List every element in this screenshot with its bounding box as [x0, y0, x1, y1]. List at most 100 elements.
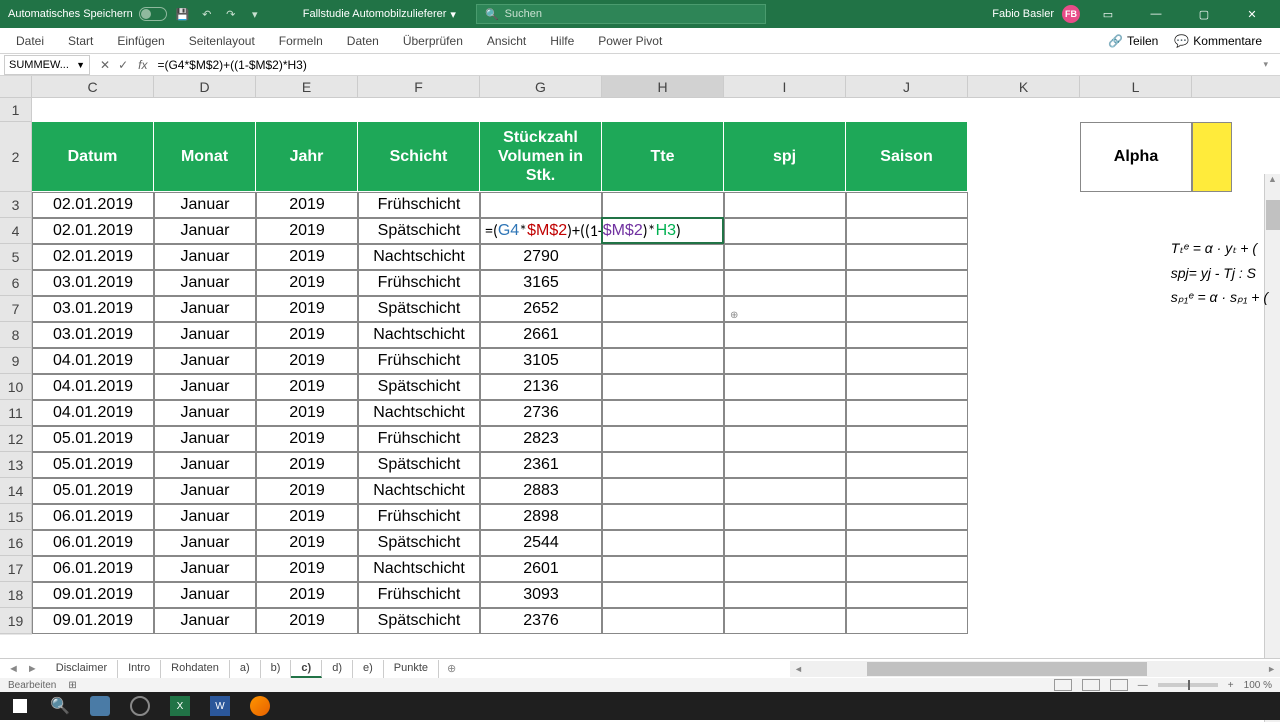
cell-J6[interactable] [846, 270, 968, 296]
col-header-G[interactable]: G [480, 76, 602, 97]
alpha-header-cell[interactable]: Alpha [1080, 122, 1192, 192]
cell-G17[interactable]: 2601 [480, 556, 602, 582]
cell-G13[interactable]: 2361 [480, 452, 602, 478]
cells-area[interactable]: DatumMonatJahrSchichtStückzahl Volumen i… [32, 98, 1280, 635]
cell-J4[interactable] [846, 218, 968, 244]
cell-H14[interactable] [602, 478, 724, 504]
cell-E17[interactable]: 2019 [256, 556, 358, 582]
col-header-F[interactable]: F [358, 76, 480, 97]
cell-D5[interactable]: Januar [154, 244, 256, 270]
cell-F4[interactable]: Spätschicht [358, 218, 480, 244]
minimize-icon[interactable]: ― [1136, 0, 1176, 28]
tab-datei[interactable]: Datei [4, 28, 56, 54]
accessibility-icon[interactable]: ⊞ [68, 680, 76, 691]
cell-J5[interactable] [846, 244, 968, 270]
cell-F9[interactable]: Frühschicht [358, 348, 480, 374]
cell-C9[interactable]: 04.01.2019 [32, 348, 154, 374]
header-cell-C[interactable]: Datum [32, 122, 154, 192]
search-box[interactable]: 🔍 Suchen [476, 4, 766, 24]
cell-E18[interactable]: 2019 [256, 582, 358, 608]
ribbon-mode-icon[interactable]: ▭ [1088, 0, 1128, 28]
col-header-C[interactable]: C [32, 76, 154, 97]
header-cell-G[interactable]: Stückzahl Volumen in Stk. [480, 122, 602, 192]
row-header-10[interactable]: 10 [0, 374, 32, 400]
sheet-tab-Punkte[interactable]: Punkte [384, 660, 439, 678]
cell-F13[interactable]: Spätschicht [358, 452, 480, 478]
view-break-icon[interactable] [1110, 679, 1128, 691]
cell-C3[interactable]: 02.01.2019 [32, 192, 154, 218]
cell-I12[interactable] [724, 426, 846, 452]
cell-G4[interactable]: =(G4*$M$2)+((1-$M$2)*H3) [480, 218, 724, 244]
row-header-18[interactable]: 18 [0, 582, 32, 608]
cell-D4[interactable]: Januar [154, 218, 256, 244]
cell-F17[interactable]: Nachtschicht [358, 556, 480, 582]
sheet-tab-a[interactable]: a) [230, 660, 261, 678]
cell-G11[interactable]: 2736 [480, 400, 602, 426]
view-normal-icon[interactable] [1054, 679, 1072, 691]
row-header-3[interactable]: 3 [0, 192, 32, 218]
cell-J19[interactable] [846, 608, 968, 634]
zoom-level[interactable]: 100 % [1244, 680, 1272, 691]
cell-D15[interactable]: Januar [154, 504, 256, 530]
col-header-E[interactable]: E [256, 76, 358, 97]
cell-D19[interactable]: Januar [154, 608, 256, 634]
cell-F8[interactable]: Nachtschicht [358, 322, 480, 348]
col-header-D[interactable]: D [154, 76, 256, 97]
cell-E9[interactable]: 2019 [256, 348, 358, 374]
comments-button[interactable]: 💬Kommentare [1168, 32, 1268, 50]
document-title[interactable]: Fallstudie Automobilzulieferer ▾ [303, 8, 456, 21]
yellow-cell[interactable] [1192, 122, 1232, 192]
cell-C10[interactable]: 04.01.2019 [32, 374, 154, 400]
cell-F18[interactable]: Frühschicht [358, 582, 480, 608]
cell-C16[interactable]: 06.01.2019 [32, 530, 154, 556]
col-header-L[interactable]: L [1080, 76, 1192, 97]
cell-H10[interactable] [602, 374, 724, 400]
cell-H11[interactable] [602, 400, 724, 426]
cell-E11[interactable]: 2019 [256, 400, 358, 426]
cell-C7[interactable]: 03.01.2019 [32, 296, 154, 322]
row-header-1[interactable]: 1 [0, 98, 32, 122]
add-sheet-button[interactable]: ⊕ [439, 662, 464, 675]
col-header-H[interactable]: H [602, 76, 724, 97]
cell-D13[interactable]: Januar [154, 452, 256, 478]
excel-taskbar-icon[interactable]: X [160, 692, 200, 720]
cell-H7[interactable] [602, 296, 724, 322]
autosave-toggle[interactable]: Automatisches Speichern [8, 7, 167, 21]
cell-G19[interactable]: 2376 [480, 608, 602, 634]
toggle-switch[interactable] [139, 7, 167, 21]
cell-J8[interactable] [846, 322, 968, 348]
cell-D9[interactable]: Januar [154, 348, 256, 374]
formula-input[interactable]: =(G4*$M$2)+((1-$M$2)*H3) [153, 58, 1263, 72]
cell-H13[interactable] [602, 452, 724, 478]
row-header-13[interactable]: 13 [0, 452, 32, 478]
user-avatar[interactable]: FB [1062, 5, 1080, 23]
cell-J12[interactable] [846, 426, 968, 452]
row-header-4[interactable]: 4 [0, 218, 32, 244]
row-header-8[interactable]: 8 [0, 322, 32, 348]
cell-C12[interactable]: 05.01.2019 [32, 426, 154, 452]
header-cell-E[interactable]: Jahr [256, 122, 358, 192]
share-button[interactable]: 🔗Teilen [1102, 32, 1164, 50]
cell-I17[interactable] [724, 556, 846, 582]
col-header-J[interactable]: J [846, 76, 968, 97]
cell-D10[interactable]: Januar [154, 374, 256, 400]
tab-powerpivot[interactable]: Power Pivot [586, 28, 674, 54]
cell-J14[interactable] [846, 478, 968, 504]
cell-E12[interactable]: 2019 [256, 426, 358, 452]
cell-E10[interactable]: 2019 [256, 374, 358, 400]
cell-G7[interactable]: 2652 [480, 296, 602, 322]
cell-E4[interactable]: 2019 [256, 218, 358, 244]
cell-F19[interactable]: Spätschicht [358, 608, 480, 634]
cell-H18[interactable] [602, 582, 724, 608]
tab-start[interactable]: Start [56, 28, 105, 54]
cell-J7[interactable] [846, 296, 968, 322]
sheet-tab-e[interactable]: e) [353, 660, 384, 678]
close-icon[interactable]: ✕ [1232, 0, 1272, 28]
cell-E15[interactable]: 2019 [256, 504, 358, 530]
row-header-9[interactable]: 9 [0, 348, 32, 374]
cell-E7[interactable]: 2019 [256, 296, 358, 322]
cell-G10[interactable]: 2136 [480, 374, 602, 400]
cell-D3[interactable]: Januar [154, 192, 256, 218]
cell-G14[interactable]: 2883 [480, 478, 602, 504]
cell-G8[interactable]: 2661 [480, 322, 602, 348]
